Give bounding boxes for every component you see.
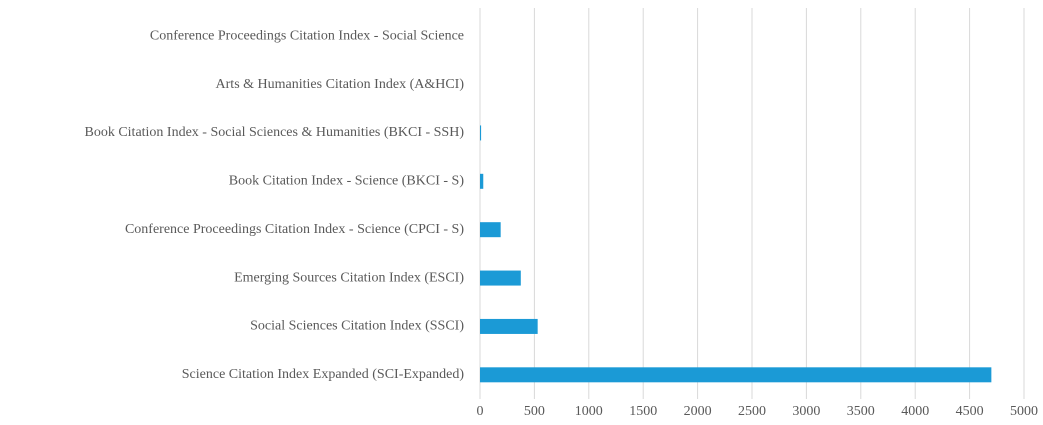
x-tick-label: 2000: [684, 404, 712, 419]
bar: [480, 222, 501, 238]
bar: [480, 318, 538, 334]
y-tick-label: Conference Proceedings Citation Index - …: [150, 28, 464, 43]
x-tick-label: 500: [524, 404, 545, 419]
x-tick-label: 1500: [629, 404, 657, 419]
x-tick-label: 3000: [792, 404, 820, 419]
bar: [480, 173, 484, 189]
bar: [480, 367, 992, 383]
y-tick-label: Arts & Humanities Citation Index (A&HCI): [216, 77, 465, 92]
bar: [480, 270, 521, 286]
x-tick-label: 4500: [956, 404, 984, 419]
x-tick-label: 4000: [901, 404, 929, 419]
bar: [480, 125, 482, 141]
y-tick-label: Emerging Sources Citation Index (ESCI): [234, 270, 464, 285]
y-tick-label: Social Sciences Citation Index (SSCI): [250, 319, 464, 334]
y-tick-label: Conference Proceedings Citation Index - …: [125, 222, 464, 237]
y-tick-label: Book Citation Index - Social Sciences & …: [84, 125, 464, 140]
x-tick-label: 5000: [1010, 404, 1038, 419]
x-tick-label: 0: [477, 404, 484, 419]
x-tick-label: 2500: [738, 404, 766, 419]
x-tick-label: 1000: [575, 404, 603, 419]
y-tick-label: Science Citation Index Expanded (SCI-Exp…: [182, 367, 465, 382]
y-tick-label: Book Citation Index - Science (BKCI - S): [229, 174, 465, 189]
x-tick-label: 3500: [847, 404, 875, 419]
